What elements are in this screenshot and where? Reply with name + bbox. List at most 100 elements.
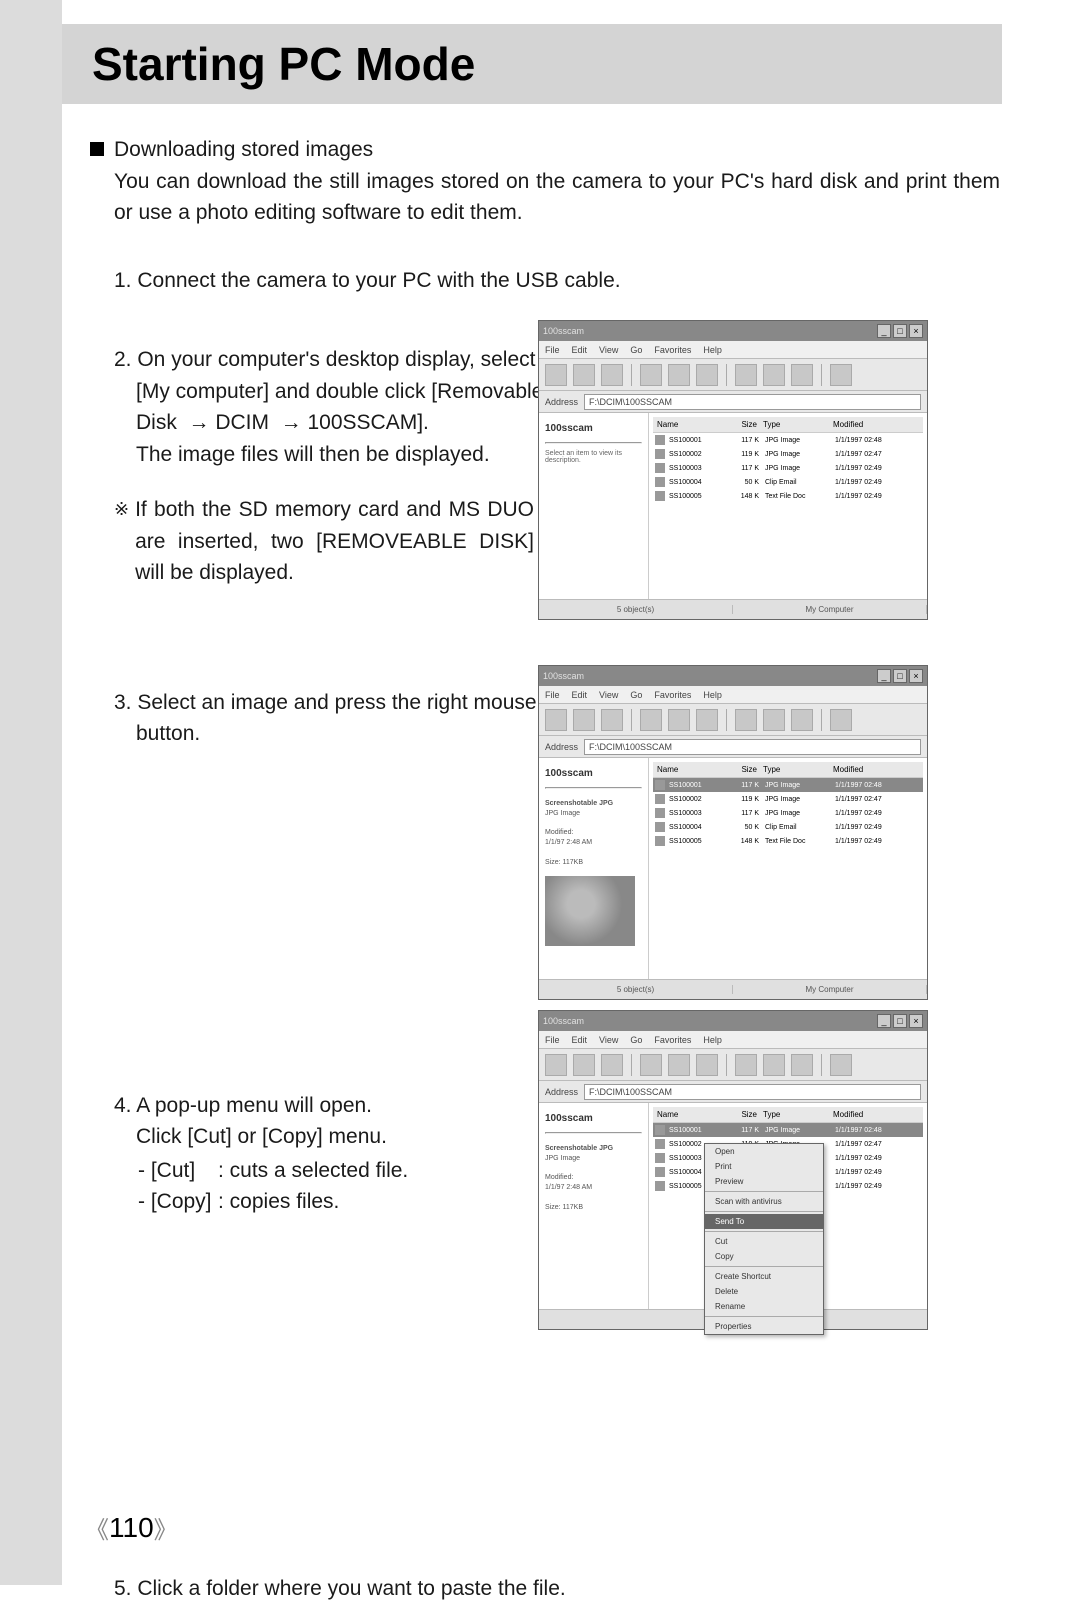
file-row[interactable]: SS100003117 KJPG Image1/1/1997 02:49 [653, 806, 923, 820]
up-icon[interactable] [601, 1054, 623, 1076]
menu-help[interactable]: Help [703, 690, 722, 700]
menu-edit[interactable]: Edit [572, 1035, 588, 1045]
copy-icon[interactable] [668, 709, 690, 731]
undo-icon[interactable] [735, 364, 757, 386]
col-date[interactable]: Modified [833, 420, 923, 429]
cut-icon[interactable] [640, 709, 662, 731]
menu-favorites[interactable]: Favorites [654, 345, 691, 355]
file-list[interactable]: Name Size Type Modified SS100001117 KJPG… [649, 413, 927, 599]
window-menubar[interactable]: File Edit View Go Favorites Help [539, 686, 927, 704]
col-size[interactable]: Size [728, 765, 763, 774]
file-list-header[interactable]: Name Size Type Modified [653, 1107, 923, 1123]
file-row[interactable]: SS100002119 KJPG Image1/1/1997 02:47 [653, 447, 923, 461]
ctx-preview[interactable]: Preview [705, 1174, 823, 1189]
menu-go[interactable]: Go [630, 1035, 642, 1045]
col-name[interactable]: Name [653, 765, 728, 774]
menu-favorites[interactable]: Favorites [654, 690, 691, 700]
maximize-icon[interactable]: □ [893, 669, 907, 683]
ctx-cut[interactable]: Cut [705, 1234, 823, 1249]
menu-file[interactable]: File [545, 345, 560, 355]
col-name[interactable]: Name [653, 1110, 728, 1119]
window-menubar[interactable]: File Edit View Go Favorites Help [539, 1031, 927, 1049]
paste-icon[interactable] [696, 364, 718, 386]
menu-help[interactable]: Help [703, 345, 722, 355]
file-list[interactable]: Name Size Type Modified SS100001117 KJPG… [649, 1103, 927, 1309]
ctx-copy[interactable]: Copy [705, 1249, 823, 1264]
file-list-header[interactable]: Name Size Type Modified [653, 417, 923, 433]
properties-icon[interactable] [791, 364, 813, 386]
ctx-sendto[interactable]: Send To [705, 1214, 823, 1229]
address-field[interactable]: F:\DCIM\100SSCAM [584, 1084, 921, 1100]
forward-icon[interactable] [573, 364, 595, 386]
col-type[interactable]: Type [763, 765, 833, 774]
minimize-icon[interactable]: _ [877, 324, 891, 338]
file-row[interactable]: SS10000450 KClip Email1/1/1997 02:49 [653, 820, 923, 834]
maximize-icon[interactable]: □ [893, 324, 907, 338]
menu-file[interactable]: File [545, 1035, 560, 1045]
ctx-open[interactable]: Open [705, 1144, 823, 1159]
menu-favorites[interactable]: Favorites [654, 1035, 691, 1045]
close-icon[interactable]: × [909, 669, 923, 683]
file-row-selected[interactable]: SS100001117 KJPG Image1/1/1997 02:48 [653, 778, 923, 792]
paste-icon[interactable] [696, 1054, 718, 1076]
minimize-icon[interactable]: _ [877, 669, 891, 683]
back-icon[interactable] [545, 364, 567, 386]
file-row[interactable]: SS100001117 KJPG Image1/1/1997 02:48 [653, 433, 923, 447]
address-field[interactable]: F:\DCIM\100SSCAM [584, 739, 921, 755]
context-menu[interactable]: Open Print Preview Scan with antivirus S… [704, 1143, 824, 1335]
file-row[interactable]: SS100002119 KJPG Image1/1/1997 02:47 [653, 792, 923, 806]
views-icon[interactable] [830, 1054, 852, 1076]
file-row[interactable]: SS10000450 KClip Email1/1/1997 02:49 [653, 475, 923, 489]
menu-help[interactable]: Help [703, 1035, 722, 1045]
file-list-header[interactable]: Name Size Type Modified [653, 762, 923, 778]
delete-icon[interactable] [763, 709, 785, 731]
maximize-icon[interactable]: □ [893, 1014, 907, 1028]
menu-view[interactable]: View [599, 1035, 618, 1045]
col-type[interactable]: Type [763, 420, 833, 429]
menu-view[interactable]: View [599, 345, 618, 355]
menu-go[interactable]: Go [630, 690, 642, 700]
copy-icon[interactable] [668, 1054, 690, 1076]
file-row[interactable]: SS100005148 KText File Doc1/1/1997 02:49 [653, 834, 923, 848]
copy-icon[interactable] [668, 364, 690, 386]
ctx-rename[interactable]: Rename [705, 1299, 823, 1314]
ctx-properties[interactable]: Properties [705, 1319, 823, 1334]
ctx-scan[interactable]: Scan with antivirus [705, 1194, 823, 1209]
views-icon[interactable] [830, 709, 852, 731]
menu-go[interactable]: Go [630, 345, 642, 355]
back-icon[interactable] [545, 1054, 567, 1076]
delete-icon[interactable] [763, 1054, 785, 1076]
ctx-delete[interactable]: Delete [705, 1284, 823, 1299]
properties-icon[interactable] [791, 709, 813, 731]
properties-icon[interactable] [791, 1054, 813, 1076]
file-list[interactable]: Name Size Type Modified SS100001117 KJPG… [649, 758, 927, 979]
ctx-print[interactable]: Print [705, 1159, 823, 1174]
menu-file[interactable]: File [545, 690, 560, 700]
delete-icon[interactable] [763, 364, 785, 386]
col-date[interactable]: Modified [833, 1110, 923, 1119]
cut-icon[interactable] [640, 364, 662, 386]
col-name[interactable]: Name [653, 420, 728, 429]
back-icon[interactable] [545, 709, 567, 731]
col-date[interactable]: Modified [833, 765, 923, 774]
close-icon[interactable]: × [909, 1014, 923, 1028]
up-icon[interactable] [601, 364, 623, 386]
undo-icon[interactable] [735, 1054, 757, 1076]
menu-view[interactable]: View [599, 690, 618, 700]
file-row[interactable]: SS100005148 KText File Doc1/1/1997 02:49 [653, 489, 923, 503]
ctx-shortcut[interactable]: Create Shortcut [705, 1269, 823, 1284]
views-icon[interactable] [830, 364, 852, 386]
forward-icon[interactable] [573, 709, 595, 731]
menu-edit[interactable]: Edit [572, 690, 588, 700]
col-size[interactable]: Size [728, 420, 763, 429]
cut-icon[interactable] [640, 1054, 662, 1076]
paste-icon[interactable] [696, 709, 718, 731]
file-row[interactable]: SS100003117 KJPG Image1/1/1997 02:49 [653, 461, 923, 475]
close-icon[interactable]: × [909, 324, 923, 338]
col-type[interactable]: Type [763, 1110, 833, 1119]
forward-icon[interactable] [573, 1054, 595, 1076]
minimize-icon[interactable]: _ [877, 1014, 891, 1028]
file-row-selected[interactable]: SS100001117 KJPG Image1/1/1997 02:48 [653, 1123, 923, 1137]
col-size[interactable]: Size [728, 1110, 763, 1119]
undo-icon[interactable] [735, 709, 757, 731]
